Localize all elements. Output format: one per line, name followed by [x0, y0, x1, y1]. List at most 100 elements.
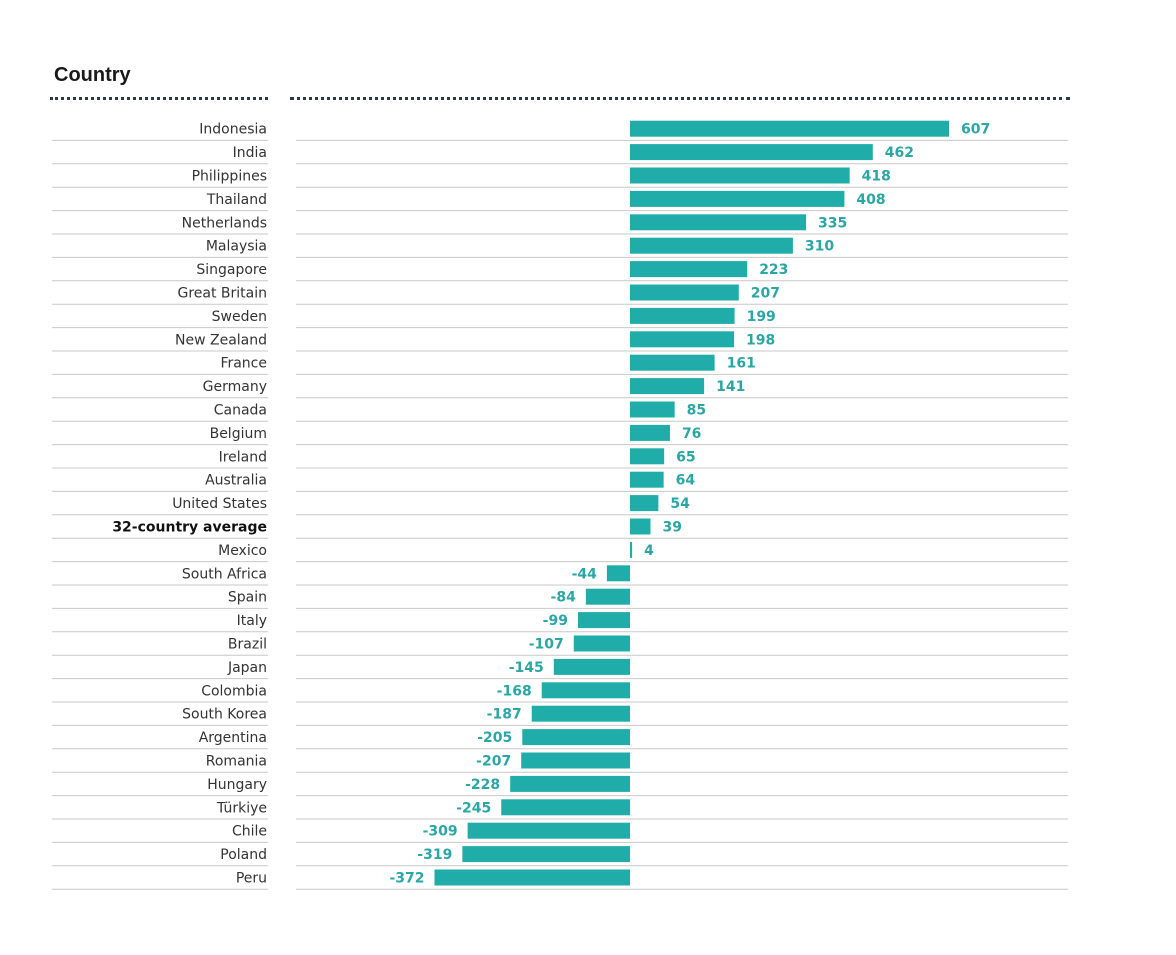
bar — [630, 401, 675, 418]
bar — [630, 284, 739, 301]
bar — [630, 424, 670, 441]
value-label: 161 — [727, 356, 756, 372]
bar — [606, 565, 630, 582]
category-label: India — [233, 145, 267, 161]
bar — [630, 307, 735, 324]
bar — [630, 190, 845, 207]
value-label: 310 — [805, 239, 834, 255]
value-label: 85 — [687, 403, 706, 419]
category-label: Hungary — [207, 777, 267, 793]
bar — [630, 471, 664, 488]
category-label: Australia — [205, 473, 267, 489]
category-label: Canada — [214, 403, 267, 419]
value-label: 418 — [862, 169, 891, 185]
bar — [630, 541, 633, 558]
chart-title: Country — [54, 64, 131, 86]
bar — [630, 214, 807, 231]
category-label: Singapore — [196, 262, 267, 278]
bar — [541, 682, 630, 699]
category-label: Türkiye — [216, 800, 267, 816]
bar — [577, 612, 630, 629]
value-label: -107 — [529, 637, 564, 653]
bar — [630, 378, 705, 395]
value-label: -44 — [572, 566, 598, 582]
value-label: -205 — [477, 730, 512, 746]
category-label: Poland — [220, 847, 267, 863]
value-label: -187 — [487, 707, 522, 723]
category-label: Romania — [206, 754, 267, 770]
category-label: Netherlands — [182, 215, 267, 231]
category-label: Italy — [237, 613, 267, 629]
category-label: Philippines — [192, 169, 267, 185]
bar — [630, 331, 735, 348]
category-label: Chile — [232, 824, 267, 840]
category-label: Ireland — [219, 449, 267, 465]
value-label: 335 — [818, 215, 847, 231]
value-label: -84 — [551, 590, 577, 606]
value-label: -99 — [543, 613, 568, 629]
bar — [521, 752, 630, 769]
value-label: 54 — [670, 496, 690, 512]
category-label: Thailand — [206, 192, 267, 208]
category-label: Great Britain — [177, 286, 267, 302]
value-label: 408 — [856, 192, 885, 208]
category-label: Malaysia — [206, 239, 267, 255]
value-label: -207 — [476, 754, 511, 770]
value-label: 39 — [662, 520, 681, 536]
value-label: 65 — [676, 449, 695, 465]
value-label: -372 — [389, 871, 424, 887]
value-label: 64 — [676, 473, 696, 489]
category-label: New Zealand — [175, 332, 267, 348]
category-label: 32-country average — [112, 520, 267, 536]
category-label: Indonesia — [199, 122, 267, 138]
bar — [573, 635, 630, 652]
bar — [630, 518, 651, 535]
value-label: 207 — [751, 286, 780, 302]
category-label: Japan — [227, 660, 267, 676]
bar — [510, 775, 630, 792]
category-label: Germany — [203, 379, 267, 395]
value-label: 76 — [682, 426, 701, 442]
value-label: 462 — [885, 145, 914, 161]
category-label: United States — [172, 496, 267, 512]
category-label: Brazil — [228, 637, 267, 653]
bar — [462, 846, 630, 863]
header-divider-right — [290, 97, 1070, 100]
value-label: -168 — [497, 683, 532, 699]
value-label: -309 — [423, 824, 458, 840]
bar — [501, 799, 630, 816]
value-label: 4 — [644, 543, 654, 559]
bar — [585, 588, 630, 605]
header-divider-left — [50, 97, 268, 100]
bar — [630, 261, 748, 278]
category-label: South Africa — [182, 566, 267, 582]
category-label: Spain — [228, 590, 267, 606]
bar — [630, 237, 793, 254]
value-label: -245 — [456, 800, 491, 816]
value-label: 199 — [747, 309, 776, 325]
value-label: -228 — [465, 777, 500, 793]
bar — [630, 354, 715, 371]
bar — [467, 822, 630, 839]
bar — [630, 120, 949, 137]
value-label: -145 — [509, 660, 544, 676]
value-label: 223 — [759, 262, 788, 278]
category-label: Colombia — [201, 683, 267, 699]
value-label: 607 — [961, 122, 990, 138]
value-label: 198 — [746, 332, 775, 348]
category-label: Mexico — [218, 543, 267, 559]
category-label: Peru — [236, 871, 267, 887]
bar — [553, 658, 630, 675]
bar — [531, 705, 630, 722]
value-label: -319 — [417, 847, 452, 863]
category-label: Belgium — [210, 426, 267, 442]
value-label: 141 — [716, 379, 745, 395]
category-label: Argentina — [199, 730, 267, 746]
category-label: Sweden — [212, 309, 267, 325]
bar — [630, 167, 850, 184]
category-label: South Korea — [182, 707, 267, 723]
bar — [630, 448, 665, 465]
bar — [522, 729, 630, 746]
category-label: France — [220, 356, 267, 372]
